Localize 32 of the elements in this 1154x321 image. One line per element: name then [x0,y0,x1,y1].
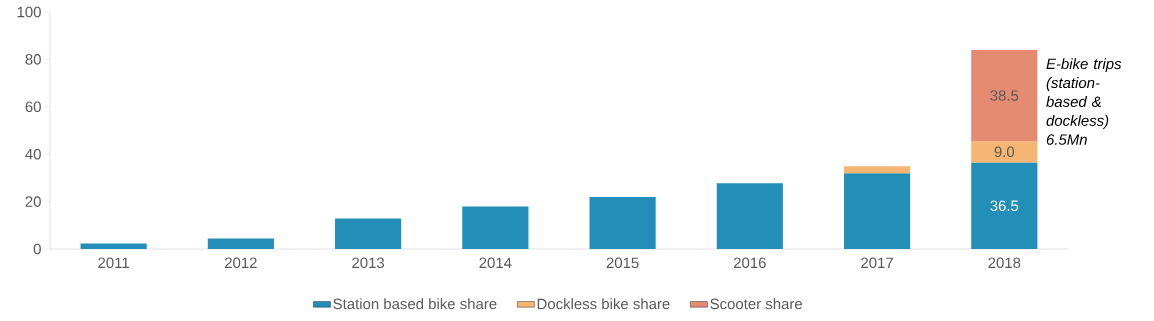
bar [335,218,402,249]
y-tick-label: 40 [25,148,41,160]
data-label: 38.5 [990,90,1019,101]
bar [207,238,274,249]
y-tick-label: 100 [17,6,41,18]
data-label: 9.0 [994,146,1015,158]
y-tick-label: 80 [25,54,41,65]
bar [971,162,1038,249]
x-tick-label: 2014 [479,257,512,269]
annotation: E-bike trips (station-based & dockless) 6.5Mn [1046,58,1122,145]
bar [971,49,1038,142]
x-tick-label: 2017 [861,257,893,269]
legend-label: Scooter share [710,298,802,310]
y-tick-label: 0 [33,243,41,255]
x-tick-label: 2018 [988,257,1021,269]
legend-label: Station based bike share [333,298,497,310]
bar [80,243,147,249]
bar [716,183,783,249]
y-tick-label: 20 [25,196,41,207]
data-label: 36.5 [990,200,1019,212]
bar [971,141,1038,163]
x-tick-label: 2011 [98,257,129,269]
bar [589,197,656,249]
x-tick-label: 2015 [606,257,639,269]
bar [462,206,529,249]
x-tick-label: 2012 [224,257,257,269]
legend-label: Dockless bike share [537,298,670,310]
bar [843,173,911,249]
x-tick-label: 2016 [733,257,766,269]
y-tick-label: 60 [25,101,41,113]
x-tick-label: 2013 [352,257,385,269]
bar [843,166,911,174]
